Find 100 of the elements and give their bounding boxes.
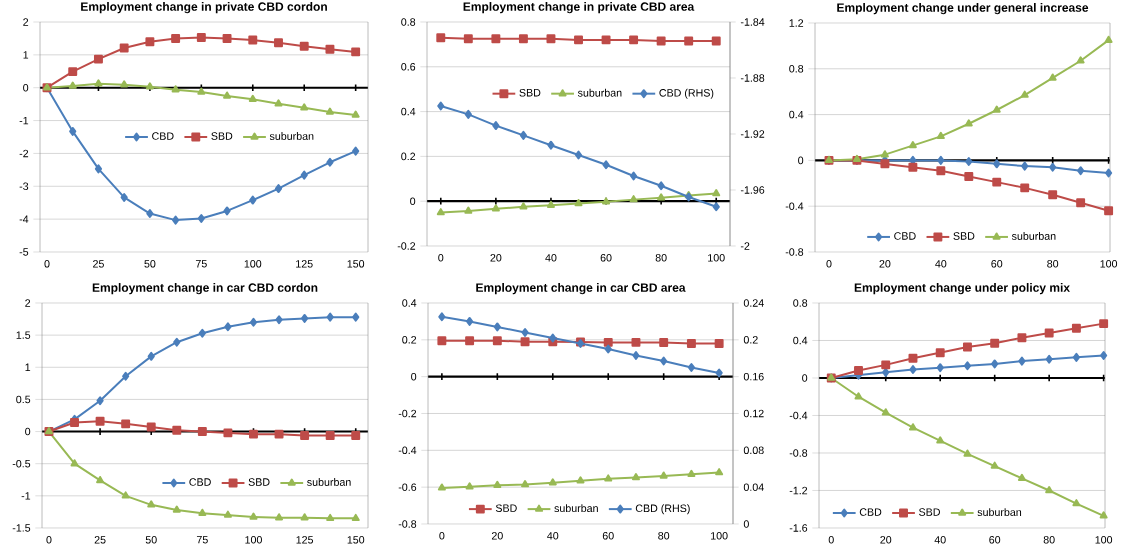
y-tick-label: 0.4 — [401, 107, 416, 116]
y-tick-label: -0.4 — [789, 411, 808, 420]
y2-tick-label: -2 — [740, 242, 750, 250]
x-tick-label: 50 — [144, 260, 156, 268]
legend-label: SBD — [248, 478, 270, 486]
y-tick-label: 0.6 — [401, 63, 416, 71]
y-tick-label: -4 — [19, 215, 29, 223]
y-tick-label: 0 — [798, 156, 804, 165]
x-tick-label: 100 — [1095, 536, 1113, 544]
legend-label: SBD — [953, 232, 975, 240]
legend-label: suburban — [577, 88, 622, 97]
x-tick-label: 150 — [347, 260, 365, 268]
chart-title: Employment change in private CBD area — [463, 2, 695, 14]
y-tick-label: 0.8 — [401, 18, 416, 26]
y-tick-label: -0.8 — [789, 449, 808, 457]
legend-label: CBD — [894, 232, 916, 240]
y2-tick-label: 0.12 — [743, 409, 764, 418]
y2-tick-label: -1.92 — [740, 130, 765, 138]
x-tick-label: 0 — [828, 536, 834, 544]
y-tick-label: 2 — [25, 299, 31, 307]
chart-title: Employment change in private CBD cordon — [81, 2, 327, 14]
y-tick-label: -0.6 — [398, 483, 417, 491]
y-tick-label: -0.2 — [397, 242, 416, 250]
x-tick-label: 100 — [708, 254, 725, 262]
y-tick-label: -0.4 — [785, 202, 804, 210]
y-tick-label: -0.8 — [785, 248, 804, 256]
y2-tick-label: 0 — [743, 520, 749, 528]
y-tick-label: -5 — [19, 248, 29, 256]
y-tick-label: 0 — [25, 427, 31, 436]
y-tick-label: 0 — [23, 83, 29, 92]
x-tick-label: 20 — [879, 260, 891, 268]
legend-label: CBD — [859, 508, 882, 516]
y2-tick-label: 0.2 — [743, 336, 758, 344]
x-tick-label: 0 — [826, 260, 832, 268]
x-tick-label: 100 — [244, 260, 262, 268]
x-tick-label: 25 — [94, 536, 106, 544]
y-tick-label: 2 — [23, 18, 29, 26]
y-tick-label: 0.2 — [402, 336, 417, 344]
y-tick-label: -1.2 — [789, 486, 808, 495]
y-tick-label: 0.8 — [789, 65, 804, 73]
x-tick-label: 20 — [491, 532, 503, 540]
legend-label: CBD — [189, 478, 211, 486]
legend-label: suburban — [554, 504, 598, 513]
y2-tick-label: 0.04 — [743, 483, 764, 491]
x-tick-label: 80 — [1047, 260, 1059, 268]
legend-label: CBD (RHS) — [659, 88, 714, 99]
x-tick-label: 100 — [1100, 260, 1118, 268]
y-tick-label: 0.4 — [793, 336, 808, 345]
legend-label: suburban — [307, 478, 351, 486]
x-tick-label: 125 — [296, 260, 313, 268]
y-tick-label: -1.6 — [789, 524, 808, 532]
x-tick-label: 80 — [655, 254, 667, 262]
y2-tick-label: 0.08 — [743, 446, 764, 455]
x-tick-label: 60 — [600, 254, 612, 262]
y-tick-label: 0.5 — [16, 395, 31, 404]
chart-title: Employment change in car CBD area — [476, 283, 686, 295]
y-tick-label: -0.5 — [12, 459, 31, 468]
y-tick-label: 1.2 — [789, 19, 804, 27]
x-tick-label: 100 — [711, 532, 728, 540]
legend-label: CBD — [152, 132, 174, 140]
legend-label: CBD (RHS) — [635, 504, 690, 515]
y2-tick-label: -1.96 — [740, 186, 765, 194]
x-tick-label: 0 — [44, 260, 50, 268]
y2-tick-label: -1.88 — [740, 74, 765, 82]
y-tick-label: 0.4 — [402, 299, 417, 307]
x-tick-label: 20 — [490, 254, 502, 262]
x-tick-label: 40 — [935, 260, 947, 268]
x-tick-label: 40 — [547, 532, 559, 540]
chart-title: Employment change in car CBD cordon — [92, 283, 318, 295]
legend-label: SBD — [495, 504, 517, 512]
x-tick-label: 0 — [438, 254, 444, 262]
y-tick-label: 0 — [411, 372, 417, 381]
legend-label: SBD — [519, 88, 541, 97]
chart-title: Employment change under policy mix — [854, 283, 1070, 295]
x-tick-label: 80 — [658, 532, 670, 540]
x-tick-label: 20 — [880, 536, 892, 544]
legend-label: SBD — [919, 508, 940, 516]
legend-label: suburban — [977, 508, 1022, 516]
y-tick-label: -1.5 — [12, 524, 31, 532]
x-tick-label: 100 — [245, 536, 262, 544]
y-tick-label: -2 — [19, 149, 29, 158]
y-tick-label: -0.4 — [398, 446, 417, 455]
x-tick-label: 150 — [347, 536, 365, 544]
y2-tick-label: 0.16 — [743, 372, 764, 381]
y2-tick-label: 0.24 — [743, 299, 764, 307]
y-tick-label: -1 — [21, 492, 31, 500]
y-tick-label: -0.8 — [398, 520, 417, 528]
x-tick-label: 50 — [145, 536, 157, 544]
x-tick-label: 60 — [989, 536, 1001, 544]
y2-tick-label: -1.84 — [740, 18, 765, 26]
x-tick-label: 75 — [196, 536, 208, 544]
y-tick-label: 1 — [23, 51, 29, 59]
y-tick-label: 0.2 — [401, 152, 416, 161]
chart-title: Employment change under general increase — [837, 3, 1089, 15]
x-tick-label: 25 — [93, 260, 104, 268]
y-tick-label: 1 — [25, 363, 31, 371]
x-tick-label: 40 — [934, 536, 946, 544]
x-tick-label: 80 — [1043, 536, 1055, 544]
y-tick-label: -1 — [19, 116, 29, 125]
legend-label: suburban — [1011, 232, 1056, 240]
